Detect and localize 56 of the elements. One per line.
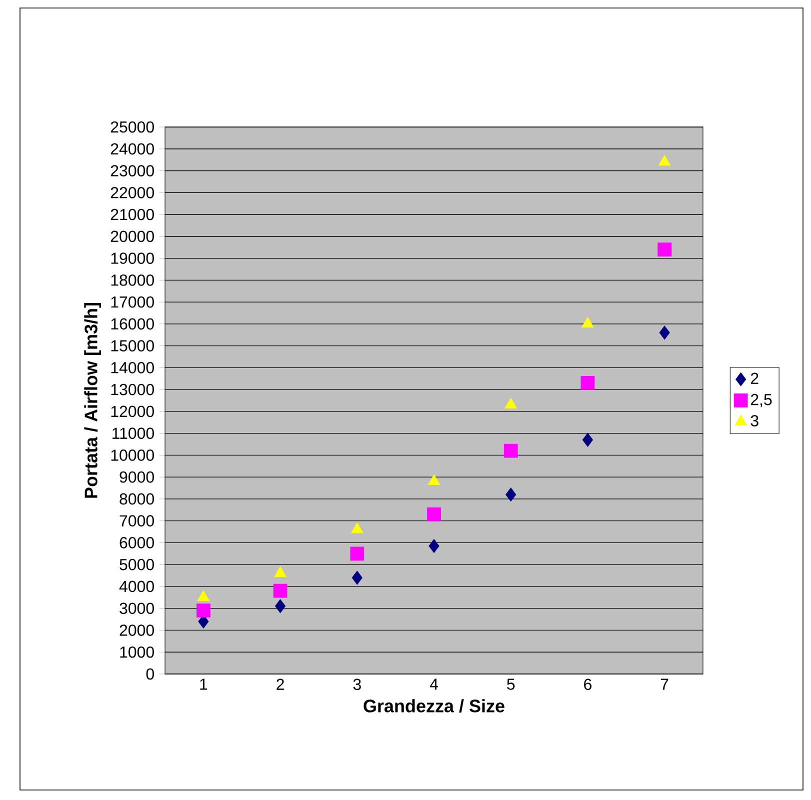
point: [275, 599, 286, 614]
point: [428, 474, 440, 486]
y-tick-label: 14000: [111, 362, 154, 374]
x-tick-label: 1: [200, 678, 208, 690]
y-tick-label: 5000: [120, 558, 154, 570]
point: [428, 539, 440, 553]
y-axis-title: Portata / Airflow [m3/h]: [84, 303, 101, 498]
y-tick-label: 20000: [110, 230, 154, 242]
y-tick-label: 13000: [111, 384, 154, 396]
point: [582, 316, 594, 328]
point: [352, 570, 362, 585]
y-tick-label: 21000: [110, 208, 154, 220]
point: [350, 546, 364, 561]
x-tick-label: 4: [430, 678, 438, 690]
x-tick-label: 3: [353, 678, 361, 690]
y-tick-label: 7000: [120, 515, 154, 526]
x-tick-label: 5: [507, 678, 515, 690]
y-tick-label: 24000: [110, 143, 154, 155]
y-tick-label: 2000: [120, 624, 154, 636]
point: [351, 522, 364, 534]
legend-label: 2,5: [750, 394, 772, 408]
point: [273, 584, 288, 598]
point: [580, 376, 595, 390]
y-tick-label: 0: [146, 668, 154, 680]
y-tick-label: 18000: [111, 274, 154, 286]
legend-label: 3: [750, 415, 758, 426]
point: [427, 507, 441, 522]
y-tick-label: 8000: [120, 493, 154, 505]
point: [196, 604, 210, 618]
x-tick-label: 7: [660, 678, 668, 690]
y-tick-label: 10000: [111, 450, 154, 461]
point: [582, 432, 593, 447]
point: [504, 398, 517, 408]
y-tick-label: 4000: [119, 580, 154, 592]
point: [658, 155, 671, 166]
x-tick-label: 2: [276, 678, 284, 690]
legend-label: 2: [750, 372, 758, 384]
x-axis-title: Grandezza / Size: [364, 699, 504, 713]
y-tick-label: 12000: [111, 406, 154, 418]
y-tick-label: 3000: [120, 602, 154, 614]
point: [504, 444, 518, 458]
y-tick-label: 22000: [110, 186, 154, 198]
y-tick-label: 1000: [120, 646, 154, 658]
y-tick-label: 16000: [111, 318, 154, 330]
point: [659, 326, 670, 340]
y-tick-label: 23000: [110, 165, 154, 176]
point: [506, 488, 516, 502]
y-tick-label: 15000: [111, 340, 154, 352]
point: [658, 242, 672, 256]
y-tick-label: 25000: [110, 121, 154, 133]
x-tick-label: 6: [584, 678, 592, 690]
y-tick-label: 17000: [111, 296, 154, 308]
y-tick-label: 6000: [120, 537, 154, 548]
y-tick-label: 19000: [111, 252, 154, 264]
y-tick-label: 11000: [112, 428, 154, 439]
y-tick-label: 9000: [120, 471, 154, 483]
